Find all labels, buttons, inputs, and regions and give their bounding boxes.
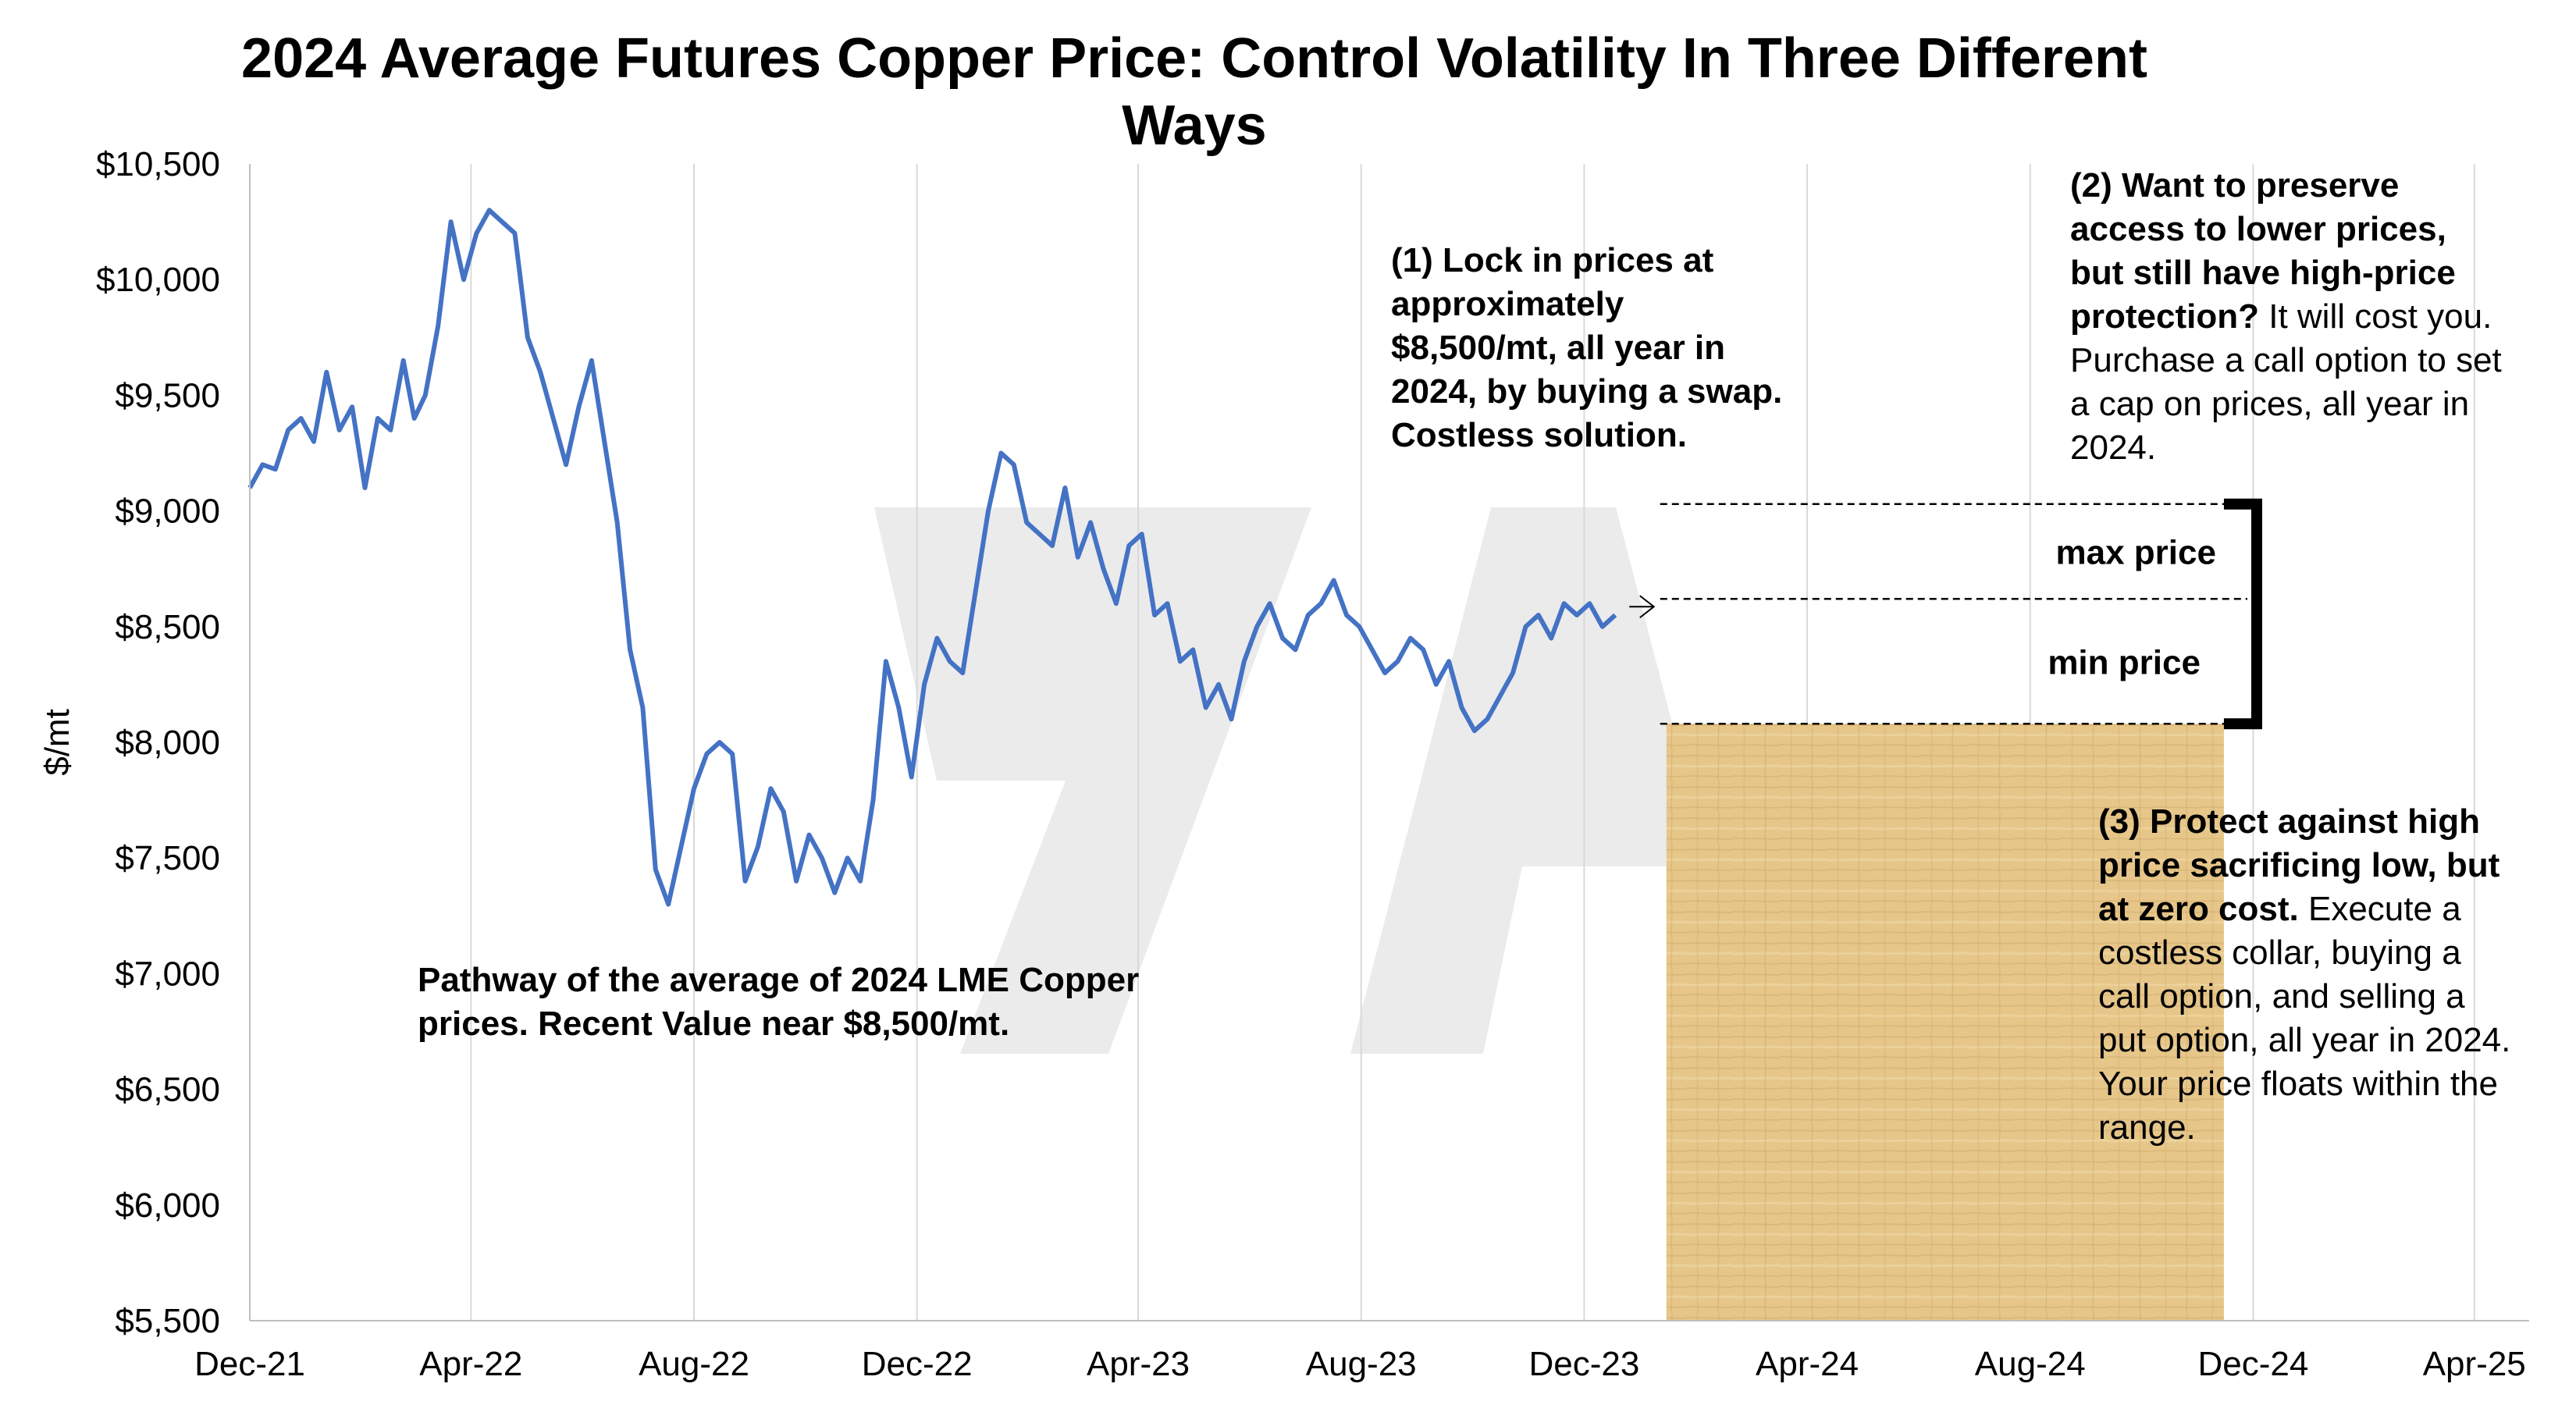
y-tick-label: $8,000	[115, 724, 220, 762]
annotation-call-option-bold: (2) Want to preserve access to lower pri…	[2070, 166, 2456, 336]
y-tick-label: $10,000	[96, 261, 220, 299]
x-tick-label: Apr-24	[1756, 1345, 1859, 1383]
y-tick-label: $7,000	[115, 955, 220, 993]
annotation-collar-rest: Execute a costless collar, buying a call…	[2098, 890, 2511, 1147]
min-price-label: min price	[2048, 643, 2201, 681]
annotation-call-option-rest: It will cost you. Purchase a call option…	[2070, 297, 2502, 467]
y-tick-label: $6,000	[115, 1186, 220, 1225]
x-tick-label: Aug-22	[639, 1345, 749, 1383]
x-tick-label: Aug-24	[1975, 1345, 2086, 1383]
x-tick-label: Dec-21	[194, 1345, 305, 1383]
x-tick-label: Apr-25	[2423, 1345, 2526, 1383]
price-range-bracket	[2223, 498, 2262, 730]
x-tick-label: Dec-23	[1528, 1345, 1639, 1383]
chart-title: 2024 Average Futures Copper Price: Contr…	[241, 27, 2147, 157]
max-price-label: max price	[2055, 533, 2215, 571]
x-tick-label: Apr-22	[419, 1345, 522, 1383]
collar-range-shade	[1666, 724, 2224, 1321]
x-tick-label: Apr-23	[1087, 1345, 1190, 1383]
annotation-collar: (3) Protect against high price sacrifici…	[2098, 800, 2512, 1150]
annotation-swap: (1) Lock in prices at approximately $8,5…	[1391, 241, 1783, 454]
annotation-collar-bold: (3) Protect against high price sacrifici…	[2098, 802, 2500, 928]
x-tick-label: Dec-24	[2197, 1345, 2308, 1383]
y-tick-label: $7,500	[115, 839, 220, 877]
y-tick-label: $8,500	[115, 608, 220, 646]
y-tick-label: $10,500	[96, 145, 220, 183]
watermark-shape	[1350, 507, 1710, 1054]
arrow-head	[1639, 595, 1656, 619]
y-tick-label: $5,500	[115, 1302, 220, 1340]
y-tick-label: $9,500	[115, 376, 220, 414]
y-tick-label: $9,000	[115, 493, 220, 531]
copper-price-series-line	[247, 208, 1617, 907]
x-tick-label: Dec-22	[862, 1345, 973, 1383]
watermark-logo	[874, 507, 1710, 1054]
x-tick-label: Aug-23	[1306, 1345, 1417, 1383]
watermark-shape	[960, 507, 1311, 1054]
annotation-call-option: (2) Want to preserve access to lower pri…	[2070, 164, 2507, 470]
y-tick-label: $6,500	[115, 1071, 220, 1109]
y-axis-label: $/mt	[38, 709, 76, 776]
annotation-pathway: Pathway of the average of 2024 LME Coppe…	[418, 961, 1140, 1043]
